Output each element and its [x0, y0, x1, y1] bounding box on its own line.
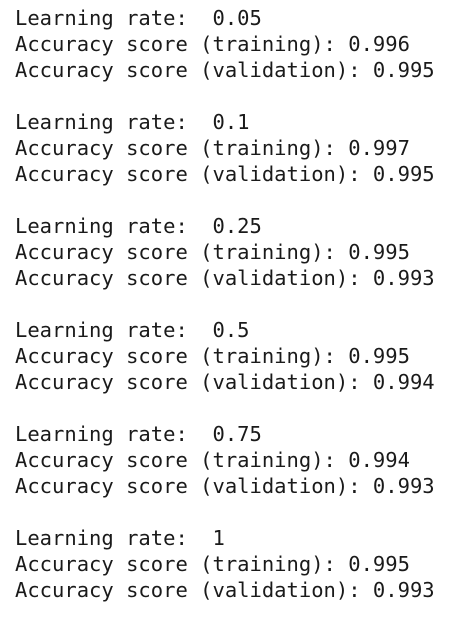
output-line: Accuracy score (validation): 0.995 [15, 58, 435, 82]
output-line: Learning rate: 0.25 [15, 214, 262, 238]
output-line: Accuracy score (training): 0.994 [15, 448, 410, 472]
output-line: Learning rate: 0.5 [15, 318, 250, 342]
output-block: Learning rate: 0.05 Accuracy score (train… [15, 5, 435, 83]
output-line: Learning rate: 1 [15, 526, 225, 550]
output-line: Accuracy score (validation): 0.994 [15, 370, 435, 394]
output-block: Learning rate: 1 Accuracy score (training… [15, 525, 435, 603]
output-line: Accuracy score (training): 0.995 [15, 240, 410, 264]
output-line: Learning rate: 0.75 [15, 422, 262, 446]
output-line: Learning rate: 0.05 [15, 6, 262, 30]
output-line: Accuracy score (validation): 0.995 [15, 162, 435, 186]
output-line: Accuracy score (validation): 0.993 [15, 266, 435, 290]
output-line: Learning rate: 0.1 [15, 110, 250, 134]
output-block: Learning rate: 0.5 Accuracy score (traini… [15, 317, 435, 395]
output-block: Learning rate: 0.25 Accuracy score (train… [15, 213, 435, 291]
output-line: Accuracy score (validation): 0.993 [15, 578, 435, 602]
output-line: Accuracy score (training): 0.996 [15, 32, 410, 56]
console-output: Learning rate: 0.05 Accuracy score (train… [15, 5, 435, 629]
output-line: Accuracy score (training): 0.995 [15, 552, 410, 576]
output-line: Accuracy score (validation): 0.993 [15, 474, 435, 498]
output-block: Learning rate: 0.1 Accuracy score (traini… [15, 109, 435, 187]
output-line: Accuracy score (training): 0.997 [15, 136, 410, 160]
output-block: Learning rate: 0.75 Accuracy score (train… [15, 421, 435, 499]
output-line: Accuracy score (training): 0.995 [15, 344, 410, 368]
